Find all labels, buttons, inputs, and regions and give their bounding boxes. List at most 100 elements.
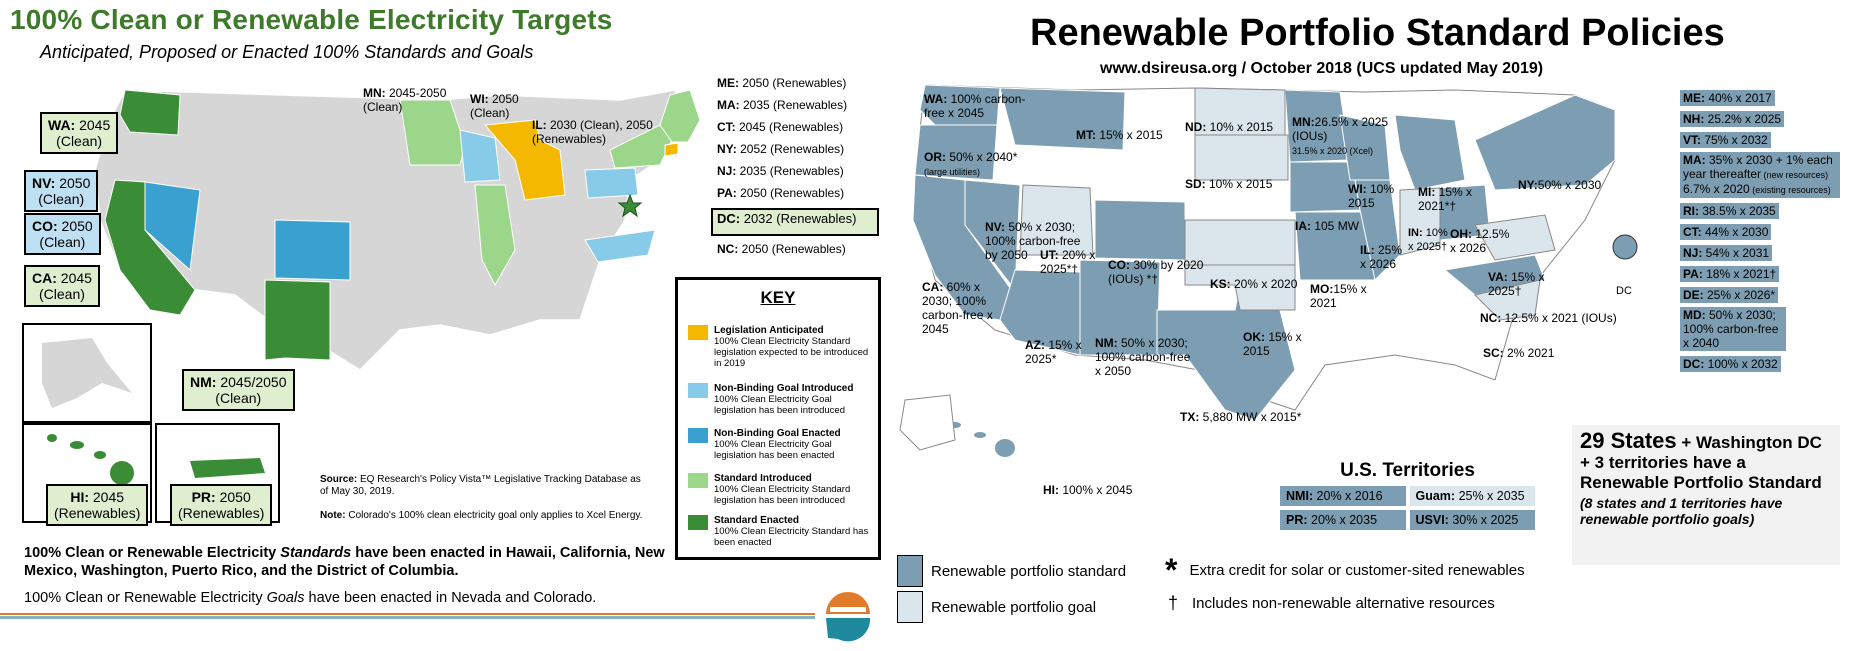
left-label-wi: WI: 2050 (Clean)	[470, 92, 519, 120]
right-map-subtitle: www.dsireusa.org / October 2018 (UCS upd…	[1100, 60, 1544, 77]
right-label-ks: KS: 20% x 2020	[1210, 277, 1298, 291]
right-ne-item: NJ: 54% x 2031	[1680, 245, 1773, 261]
left-map-key: KEY Legislation Anticipated 100% Clean El…	[675, 277, 881, 560]
right-label-ca: CA: 60% x 2030; 100% carbon-free x 2045	[922, 280, 993, 336]
left-standards-statement: 100% Clean or Renewable Electricity Stan…	[24, 545, 665, 579]
right-label-va: VA: 15% x 2025†	[1488, 270, 1545, 298]
key-swatch	[688, 325, 708, 340]
key-swatch	[688, 515, 708, 530]
left-map-subtitle: Anticipated, Proposed or Enacted 100% St…	[40, 42, 534, 62]
right-ne-item: NH: 25.2% x 2025	[1680, 111, 1785, 127]
key-swatch	[688, 383, 708, 398]
left-tag-hi: HI: 2045 (Renewables)	[46, 484, 149, 526]
left-footer-stripe	[0, 613, 815, 619]
left-state-ct	[664, 142, 679, 157]
right-ne-item: CT: 44% x 2030	[1680, 224, 1772, 240]
right-label-mo: MO:15% x 2021	[1310, 282, 1367, 310]
right-ne-item: PA: 18% x 2021†	[1680, 266, 1780, 282]
right-state-mt	[999, 87, 1126, 151]
right-ne-item: ME: 40% x 2017	[1680, 90, 1775, 106]
right-state-ut	[1019, 184, 1094, 256]
right-state-sc	[1474, 279, 1541, 321]
right-state-ne	[1474, 94, 1616, 191]
right-label-ok: OK: 15% x 2015	[1243, 330, 1302, 358]
legend-dagger: † Includes non-renewable alternative res…	[1168, 593, 1495, 613]
right-ne-item: VT: 75% x 2032	[1680, 132, 1771, 148]
left-tag-co: CO: 2050 (Clean)	[24, 213, 101, 255]
right-state-sd	[1194, 134, 1289, 181]
right-label-sc: SC: 2% 2021	[1483, 346, 1555, 360]
left-ne-item: PA: 2050 (Renewables)	[717, 186, 845, 200]
left-ne-item-dc: DC: 2032 (Renewables)	[711, 208, 879, 236]
right-state-in	[1399, 187, 1441, 256]
right-label-nd: ND: 10% x 2015	[1185, 120, 1274, 134]
right-state-or	[914, 124, 998, 181]
legend-standard: Renewable portfolio standard	[897, 555, 1126, 587]
right-territories: U.S. Territories NMI: 20% x 2016 Guam: 2…	[1280, 460, 1535, 530]
left-ne-item: NJ: 2035 (Renewables)	[717, 164, 844, 178]
left-tag-nv: NV: 2050 (Clean)	[24, 170, 99, 212]
left-source-note: Source: EQ Research's Policy Vista™ Legi…	[320, 474, 643, 521]
right-label-tx: TX: 5,880 MW x 2015*	[1180, 410, 1302, 424]
right-ne-item: DC: 100% x 2032	[1680, 356, 1781, 372]
left-state-wi	[459, 129, 501, 183]
left-tag-pr: PR: 2050 (Renewables)	[170, 484, 273, 526]
right-state-az	[999, 269, 1081, 356]
left-state-nm	[264, 279, 331, 361]
right-label-nc: NC: 12.5% x 2021 (IOUs)	[1480, 311, 1617, 325]
territories-title: U.S. Territories	[1340, 460, 1475, 481]
right-label-dc: DC	[1616, 285, 1632, 297]
right-ne-item-md: MD: 50% x 2030; 100% carbon-free x 2040	[1680, 307, 1786, 351]
left-tag-ca: CA: 2045 (Clean)	[24, 265, 100, 307]
right-label-or: OR: 50% x 2040* (large utilities)	[924, 150, 1018, 177]
left-northeast-list: ME: 2050 (Renewables) MA: 2035 (Renewabl…	[711, 76, 879, 264]
legend-goal: Renewable portfolio goal	[897, 591, 1096, 623]
key-title: KEY	[760, 288, 796, 307]
territory-guam: Guam: 25% x 2035	[1409, 486, 1535, 506]
left-state-wa	[119, 89, 181, 136]
right-label-hi: HI: 100% x 2045	[1043, 483, 1133, 497]
right-label-ny: NY:50% x 2030	[1518, 178, 1602, 192]
left-state-il	[474, 184, 516, 287]
left-map-title: 100% Clean or Renewable Electricity Targ…	[10, 4, 613, 35]
right-label-co: CO: 30% by 2020 (IOUs) *†	[1108, 258, 1204, 286]
right-state-ok	[1184, 264, 1296, 311]
left-label-mn: MN: 2045-2050 (Clean)	[363, 86, 447, 114]
right-label-nm: NM: 50% x 2030; 100% carbon-free x 2050	[1095, 336, 1191, 378]
left-state-nc	[584, 229, 656, 263]
right-label-il: IL: 25% x 2026	[1360, 243, 1403, 271]
key-swatch	[688, 428, 708, 443]
right-ne-item: DE: 25% x 2026*	[1680, 287, 1779, 303]
right-label-in: IN: 10% x 2025†	[1408, 227, 1448, 253]
left-alaska-inset	[22, 323, 152, 423]
right-label-nv: NV: 50% x 2030; 100% carbon-free by 2050	[985, 220, 1081, 262]
legend-swatch-standard	[897, 555, 923, 587]
left-goals-statement: 100% Clean or Renewable Electricity Goal…	[24, 590, 597, 606]
territory-nmi: NMI: 20% x 2016	[1280, 486, 1406, 506]
left-state-co	[274, 219, 351, 281]
dagger-symbol: †	[1168, 593, 1179, 613]
left-dc-star-icon	[617, 193, 643, 218]
left-state-mi	[483, 119, 566, 201]
left-ne-item: MA: 2035 (Renewables)	[717, 98, 848, 112]
left-state-ne	[659, 89, 700, 143]
asterisk-symbol: *	[1165, 552, 1178, 588]
right-label-az: AZ: 15% x 2025*	[1025, 338, 1082, 366]
left-ne-item: NY: 2052 (Renewables)	[717, 142, 845, 156]
right-us-map	[899, 84, 1638, 457]
right-state-mi	[1394, 114, 1466, 191]
legend-asterisk: * Extra credit for solar or customer-sit…	[1165, 552, 1525, 588]
left-ne-item: CT: 2045 (Renewables)	[717, 120, 844, 134]
right-summary-box: 29 States + Washington DC + 3 territorie…	[1572, 425, 1840, 565]
right-ne-item-ma: MA: 35% x 2030 + 1% each year thereafter…	[1680, 152, 1840, 198]
right-dc-circle	[1612, 234, 1638, 260]
right-label-ut: UT: 20% x 2025*†	[1040, 248, 1096, 276]
right-label-ia: IA: 105 MW	[1295, 219, 1360, 233]
right-label-oh: OH: 12.5% x 2026	[1450, 227, 1510, 255]
right-label-mi: MI: 15% x 2021*†	[1418, 185, 1473, 213]
right-map-title: Renewable Portfolio Standard Policies	[1030, 12, 1725, 54]
legend-swatch-goal	[897, 591, 923, 623]
right-label-wi: WI: 10% 2015	[1348, 182, 1395, 210]
right-label-sd: SD: 10% x 2015	[1185, 177, 1273, 191]
left-ne-item: NC: 2050 (Renewables)	[717, 242, 846, 256]
